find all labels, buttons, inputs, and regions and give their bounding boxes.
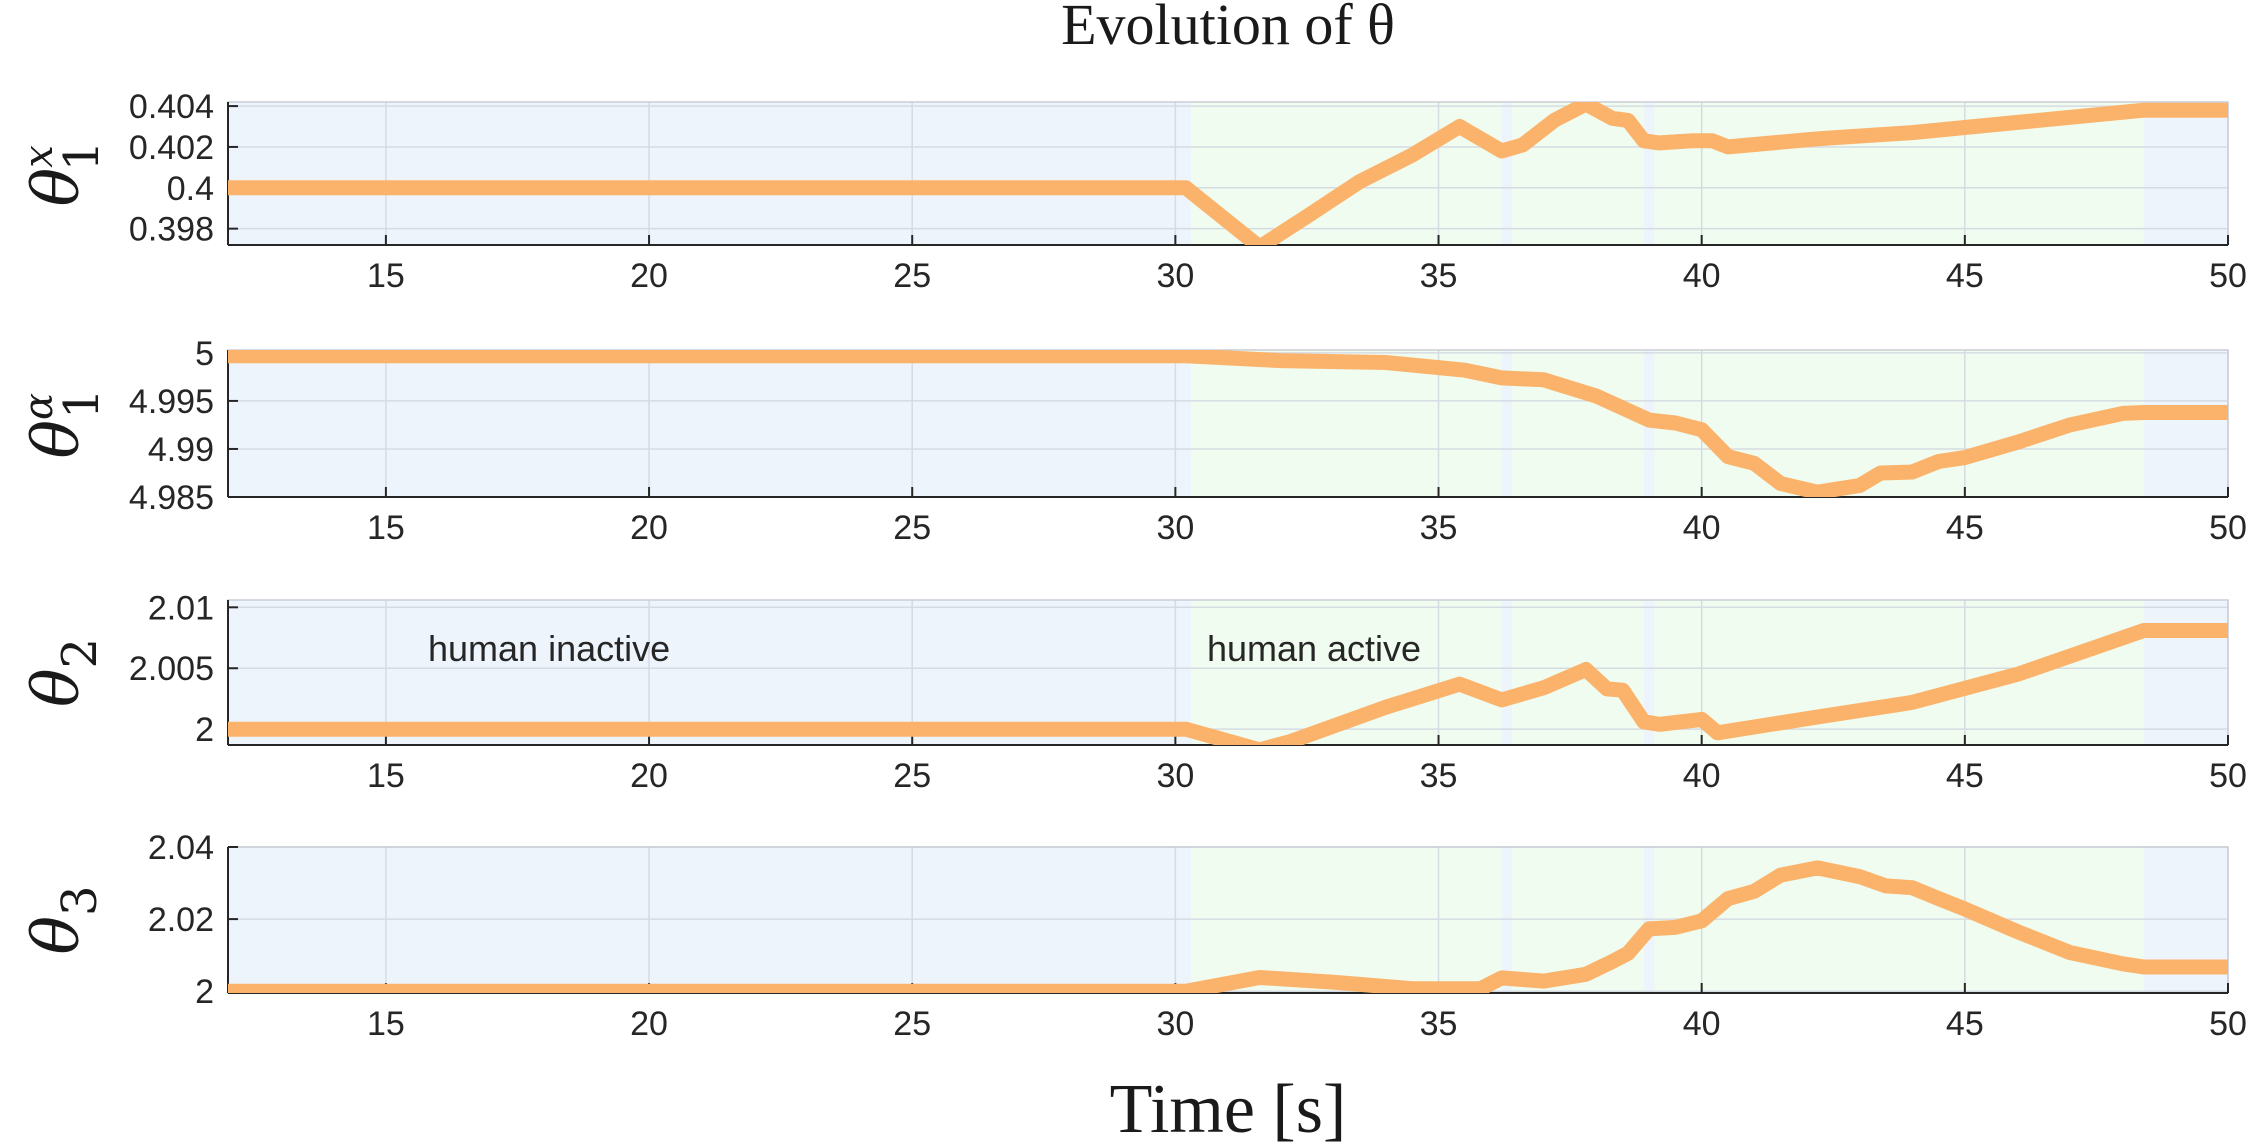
x-tick-label: 40 [1683, 509, 1721, 547]
y-label-base: θ [20, 669, 94, 708]
x-tick-label: 35 [1420, 1005, 1458, 1043]
x-tick-label: 15 [367, 509, 405, 547]
x-tick-label: 50 [2209, 757, 2247, 795]
x-tick-label: 20 [630, 1005, 668, 1043]
x-tick-label: 30 [1156, 509, 1194, 547]
y-tick-label: 2 [195, 711, 214, 749]
y-label-subscript: 3 [52, 885, 108, 916]
phase-band [1654, 600, 2144, 745]
x-tick-label: 45 [1946, 757, 1984, 795]
y-tick-label: 2 [195, 973, 214, 1011]
y-tick-label: 4.995 [129, 383, 214, 421]
y-tick-label: 4.985 [129, 479, 214, 517]
x-tick-label: 50 [2209, 509, 2247, 547]
y-tick-label: 4.99 [148, 431, 214, 469]
subplot-2: 15 20 25 30 35 40 45 50 4.985 4.99 4.995 5 θα1 [16, 335, 2247, 547]
phase-annotation: human inactive [428, 628, 670, 669]
y-tick-label: 2.005 [129, 650, 214, 688]
y-label-base: θ [20, 168, 94, 207]
phase-band [1501, 847, 1513, 993]
x-tick-label: 40 [1683, 1005, 1721, 1043]
phase-band [1654, 847, 2144, 993]
y-label-subscript: 1 [54, 141, 110, 172]
x-tick-label: 35 [1420, 257, 1458, 295]
y-label-subscript: 2 [52, 638, 108, 669]
phase-band [1643, 847, 1655, 993]
phase-band [1191, 847, 1502, 993]
x-tick-label: 35 [1420, 757, 1458, 795]
x-tick-label: 35 [1420, 509, 1458, 547]
phase-band [1501, 350, 1513, 497]
x-tick-label: 40 [1683, 257, 1721, 295]
x-tick-label: 15 [367, 257, 405, 295]
phase-band [228, 847, 1192, 993]
y-label-superscript: x [16, 145, 62, 168]
y-label-base: θ [20, 420, 94, 459]
x-tick-label: 25 [893, 1005, 931, 1043]
phase-band [1501, 102, 1513, 245]
y-tick-label: 0.4 [167, 170, 214, 208]
x-tick-label: 30 [1156, 257, 1194, 295]
x-axis-label: Time [s] [1110, 1071, 1347, 1147]
series-line [228, 860, 2228, 993]
y-tick-label: 2.02 [148, 901, 214, 939]
x-tick-label: 30 [1156, 757, 1194, 795]
x-tick-label: 20 [630, 257, 668, 295]
subplot-4: 15 20 25 30 35 40 45 50 2 2.02 2.04 θ3 [20, 829, 2247, 1043]
phase-band [228, 600, 1192, 745]
phase-band [1643, 102, 1655, 245]
y-axis-label: θα1 [16, 388, 110, 458]
y-tick-label: 0.404 [129, 88, 214, 126]
phase-band [228, 102, 1192, 245]
x-tick-label: 45 [1946, 509, 1984, 547]
x-tick-label: 25 [893, 757, 931, 795]
phase-band [1654, 102, 2144, 245]
x-tick-label: 20 [630, 757, 668, 795]
phase-band [228, 350, 1192, 497]
x-tick-label: 25 [893, 257, 931, 295]
x-tick-label: 40 [1683, 757, 1721, 795]
phase-band [1501, 600, 1513, 745]
y-tick-label: 0.402 [129, 129, 214, 167]
x-tick-label: 20 [630, 509, 668, 547]
y-axis-label: θx1 [16, 141, 110, 207]
x-tick-label: 25 [893, 509, 931, 547]
x-tick-label: 50 [2209, 257, 2247, 295]
chart-title: Evolution of θ [1061, 0, 1395, 57]
x-tick-label: 50 [2209, 1005, 2247, 1043]
phase-band [2143, 350, 2228, 497]
y-axis-label: θ3 [20, 885, 108, 954]
phase-band [2143, 600, 2228, 745]
series-line [228, 623, 2228, 745]
x-tick-label: 30 [1156, 1005, 1194, 1043]
phase-band [1643, 600, 1655, 745]
y-label-base: θ [20, 916, 94, 955]
y-tick-label: 2.01 [148, 589, 214, 627]
phase-annotation: human active [1207, 628, 1421, 669]
phase-band [2143, 102, 2228, 245]
y-axis-label: θ2 [20, 638, 108, 707]
y-label-superscript: α [16, 393, 62, 420]
series-line [228, 350, 2228, 497]
x-tick-label: 15 [367, 757, 405, 795]
x-tick-label: 45 [1946, 1005, 1984, 1043]
series-line [228, 102, 2228, 245]
y-tick-label: 5 [195, 335, 214, 373]
y-tick-label: 0.398 [129, 211, 214, 249]
y-tick-label: 2.04 [148, 829, 214, 867]
x-tick-label: 45 [1946, 257, 1984, 295]
y-label-subscript: 1 [54, 388, 110, 419]
x-tick-label: 15 [367, 1005, 405, 1043]
